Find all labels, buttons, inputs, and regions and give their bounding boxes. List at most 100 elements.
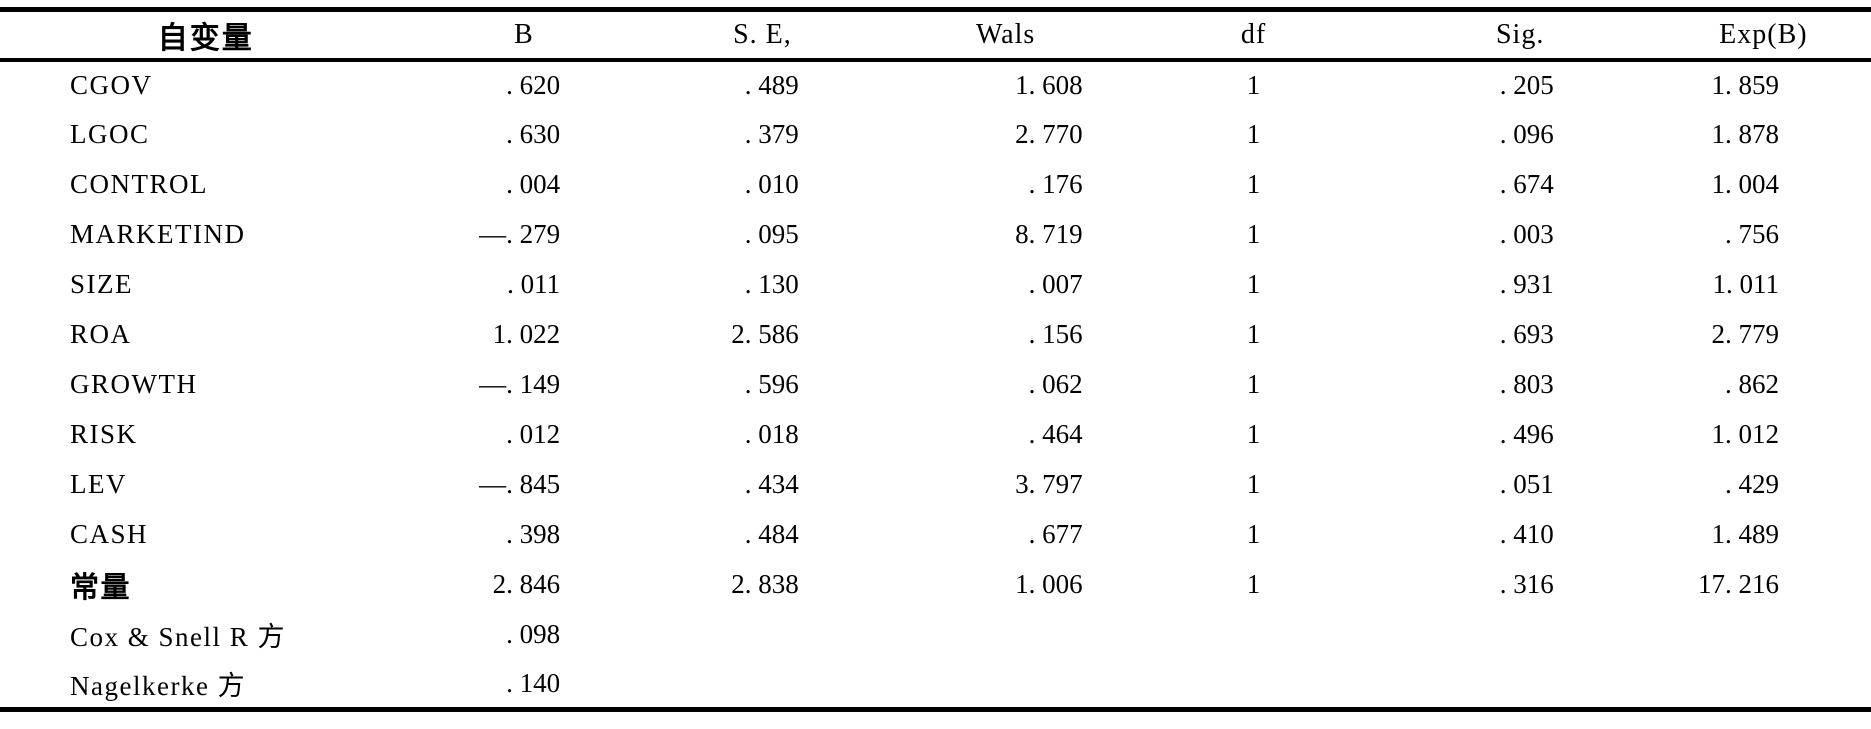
value-cell: 1. 489 [1711,519,1780,549]
value-cell: . 176 [1028,169,1083,199]
value-cell: 1. 608 [1015,70,1083,100]
value-cell: 1. 006 [1015,569,1083,599]
value-cell: 2. 838 [731,569,799,599]
value-cell: . 410 [1499,519,1554,549]
variable-label-cell: CASH [70,519,149,549]
table-row: ROA 1. 022 2. 586 . 156 1 . 693 2. 779 [0,310,1871,360]
value-cell: 1. 878 [1711,119,1780,149]
column-header-variable: 自变量 [157,21,254,55]
value-cell [1385,610,1656,660]
variable-label-cell: CGOV [70,70,153,100]
value-cell: . 018 [744,419,799,449]
value-cell: 1. 004 [1711,169,1780,199]
value-cell: . 756 [1725,219,1779,249]
value-cell: 1 [1246,319,1261,349]
value-cell: . 862 [1725,369,1779,399]
value-cell: . 004 [506,169,561,199]
value-cell: . 140 [506,667,561,698]
variable-label-cell: CONTROL [70,169,208,199]
value-cell [889,610,1123,660]
value-cell: 1. 859 [1711,70,1780,100]
value-cell: . 130 [744,269,799,299]
value-cell: . 489 [744,70,799,100]
variable-label-cell: ROA [70,319,132,349]
column-header-b: B [514,18,534,50]
column-header-expb: Exp(B) [1719,18,1808,50]
value-cell: 2. 770 [1015,119,1083,149]
value-cell: . 630 [506,119,561,149]
variable-label-cell: 常量 [70,571,132,604]
value-cell: —. 149 [479,369,561,399]
table-body: CGOV . 620 . 489 1. 608 1 . 205 1. 859 LGOC . 63… [0,60,1871,710]
header-row: 自变量 B S. E, Wals df Sig. Exp(B) [0,10,1871,60]
value-cell: . 434 [744,469,799,499]
value-cell: 1. 022 [492,319,561,349]
value-cell: . 620 [506,70,561,100]
value-cell [1123,610,1385,660]
value-cell: . 379 [744,119,799,149]
value-cell: 1 [1246,219,1261,249]
value-cell: 1. 011 [1712,269,1780,299]
value-cell [636,660,889,710]
value-cell: . 484 [744,519,799,549]
value-cell [1656,610,1871,660]
value-cell: 1 [1246,369,1261,399]
value-cell: 2. 779 [1711,319,1780,349]
column-header-sig: Sig. [1495,18,1545,50]
table-row: GROWTH —. 149 . 596 . 062 1 . 803 . 862 [0,360,1871,410]
table-row: 常量 2. 846 2. 838 1. 006 1 . 316 17. 216 [0,560,1871,610]
table-row: CONTROL . 004 . 010 . 176 1 . 674 1. 004 [0,160,1871,210]
value-cell: 2. 846 [492,569,561,599]
variable-label-cell: SIZE [70,269,133,299]
value-cell: . 803 [1499,369,1554,399]
value-cell: 8. 719 [1015,219,1083,249]
value-cell [1123,660,1385,710]
value-cell: . 464 [1028,419,1083,449]
value-cell [889,660,1123,710]
column-header-df: df [1240,18,1267,50]
variable-label-cell: GROWTH [70,369,198,399]
value-cell: . 010 [744,169,799,199]
table-row: Cox & Snell R 方 . 098 [0,610,1871,660]
variable-label-cell: LGOC [70,119,150,149]
table-row: LEV —. 845 . 434 3. 797 1 . 051 . 429 [0,460,1871,510]
table-row: CGOV . 620 . 489 1. 608 1 . 205 1. 859 [0,60,1871,110]
table-row: Nagelkerke 方 . 140 [0,660,1871,710]
value-cell [1656,660,1871,710]
value-cell: 1 [1246,269,1261,299]
value-cell: . 095 [744,219,799,249]
table-row: CASH . 398 . 484 . 677 1 . 410 1. 489 [0,510,1871,560]
column-header-wals: Wals [975,18,1036,50]
value-cell: . 205 [1499,70,1554,100]
value-cell: . 062 [1028,369,1083,399]
value-cell: . 596 [744,369,799,399]
value-cell: . 693 [1499,319,1554,349]
variable-label-cell: MARKETIND [70,219,246,249]
value-cell: . 051 [1499,469,1554,499]
value-cell: . 674 [1499,169,1554,199]
value-cell: 17. 216 [1698,569,1779,599]
value-cell: . 003 [1499,219,1554,249]
value-cell: 2. 586 [731,319,799,349]
value-cell: . 429 [1725,469,1779,499]
value-cell: . 677 [1028,519,1083,549]
value-cell: 1 [1246,119,1261,149]
value-cell: . 931 [1499,269,1554,299]
logistic-regression-table: 自变量 B S. E, Wals df Sig. Exp(B) CGOV . 62… [0,7,1871,712]
variable-label-cell: Cox & Snell R 方 [70,622,287,652]
value-cell: 1 [1246,519,1261,549]
variable-label-cell: RISK [70,419,138,449]
value-cell: 1 [1246,169,1261,199]
value-cell: . 096 [1499,119,1554,149]
value-cell: 3. 797 [1015,469,1083,499]
regression-table-container: 自变量 B S. E, Wals df Sig. Exp(B) CGOV . 62… [0,7,1871,712]
value-cell: . 007 [1028,269,1083,299]
value-cell: . 496 [1499,419,1554,449]
table-row: MARKETIND —. 279 . 095 8. 719 1 . 003 . 756 [0,210,1871,260]
value-cell [1385,660,1656,710]
table-row: LGOC . 630 . 379 2. 770 1 . 096 1. 878 [0,110,1871,160]
value-cell: —. 845 [479,469,561,499]
value-cell: 1 [1246,469,1261,499]
value-cell: 1 [1246,569,1261,599]
value-cell: 1. 012 [1711,419,1780,449]
